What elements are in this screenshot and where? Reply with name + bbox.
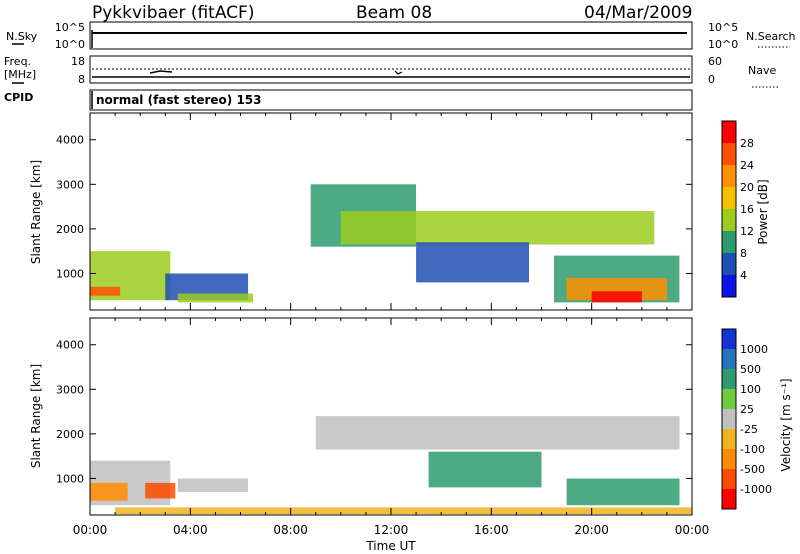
colorbar-tick-label: -1000 xyxy=(740,483,772,496)
velocity-ylabel: Slant Range [km] xyxy=(29,364,43,468)
scatter-region-6 xyxy=(428,451,542,488)
y-tick-label: 4000 xyxy=(56,339,84,352)
colorbar-swatch xyxy=(722,389,736,409)
colorbar-swatch xyxy=(722,489,736,509)
x-tick-label: 00:00 xyxy=(675,523,710,537)
freq-left-tick-bottom: 8 xyxy=(78,73,85,86)
noise-left-tick-bottom: 10^0 xyxy=(55,38,85,51)
colorbar-swatch xyxy=(722,469,736,489)
colorbar-swatch xyxy=(722,253,736,275)
beam-label: Beam 08 xyxy=(356,3,432,23)
velocity-axis: 4000 3000 2000 1000 xyxy=(56,318,693,515)
scatter-region-4 xyxy=(115,507,693,515)
x-tick-label: 08:00 xyxy=(273,523,308,537)
colorbar-tick-label: 100 xyxy=(740,383,761,396)
time-axis: 00:00 04:00 08:00 12:00 16:00 20:00 00:00 xyxy=(73,523,710,537)
power-scale-label: Power [dB] xyxy=(756,179,770,244)
colorbar-swatch xyxy=(722,275,736,297)
velocity-heatmap xyxy=(90,416,693,515)
colorbar-swatch xyxy=(722,165,736,187)
power-heatmap xyxy=(90,184,680,303)
noise-right-tick-bottom: 10^0 xyxy=(708,38,738,51)
y-tick-label: 4000 xyxy=(56,134,84,147)
scatter-region-5 xyxy=(340,211,655,245)
colorbar-tick-label: 20 xyxy=(740,181,754,194)
radar-title: Pykkvibaer (fitACF) xyxy=(92,3,254,23)
colorbar-swatch xyxy=(722,231,736,253)
colorbar-swatch xyxy=(722,369,736,389)
colorbar-tick-label: 500 xyxy=(740,363,761,376)
y-tick-label: 3000 xyxy=(56,383,84,396)
power-axis: 4000 3000 2000 1000 xyxy=(56,113,693,310)
colorbar-swatch xyxy=(722,409,736,429)
colorbar-tick-label: 8 xyxy=(740,247,747,260)
y-tick-label: 2000 xyxy=(56,223,84,236)
scatter-region-5 xyxy=(315,416,680,450)
noise-sky-label: N.Sky xyxy=(6,30,38,43)
colorbar-tick-label: -100 xyxy=(740,443,765,456)
colorbar-tick-label: 4 xyxy=(740,269,747,282)
colorbar-swatch xyxy=(722,187,736,209)
nave-right-tick-bottom: 0 xyxy=(708,73,715,86)
scatter-region-2 xyxy=(145,482,176,499)
scatter-region-7 xyxy=(566,478,680,506)
noise-right-tick-top: 10^5 xyxy=(708,21,738,34)
frequency-panel: Freq. [MHz] 18 8 60 0 Nave xyxy=(4,55,778,88)
y-tick-label: 1000 xyxy=(56,472,84,485)
colorbar-tick-label: 25 xyxy=(740,403,754,416)
noise-left-tick-top: 10^5 xyxy=(55,21,85,34)
x-tick-label: 16:00 xyxy=(474,523,509,537)
y-tick-label: 2000 xyxy=(56,428,84,441)
x-tick-label: 20:00 xyxy=(574,523,609,537)
cpid-mode: normal (fast stereo) 153 xyxy=(96,93,262,107)
velocity-scale-label: Velocity [m s⁻¹] xyxy=(779,378,793,471)
freq-left-tick-top: 18 xyxy=(71,55,85,68)
scatter-region-1 xyxy=(90,482,128,501)
scatter-region-3 xyxy=(177,478,248,492)
colorbar-swatch xyxy=(722,121,736,143)
colorbar-tick-label: -25 xyxy=(740,423,758,436)
x-tick-label: 00:00 xyxy=(73,523,108,537)
date-label: 04/Mar/2009 xyxy=(584,3,692,23)
y-tick-label: 3000 xyxy=(56,178,84,191)
cpid-label: CPID xyxy=(4,91,33,104)
colorbar-tick-label: 1000 xyxy=(740,343,768,356)
time-xlabel: Time UT xyxy=(365,539,416,553)
x-tick-label: 04:00 xyxy=(173,523,208,537)
noise-panel: N.Sky 10^5 10^0 10^5 10^0 N.Search xyxy=(6,21,796,51)
colorbar-tick-label: 16 xyxy=(740,203,754,216)
noise-search-label: N.Search xyxy=(746,30,796,43)
colorbar-frame xyxy=(721,328,737,510)
colorbar-tick-label: 28 xyxy=(740,137,754,150)
y-tick-label: 1000 xyxy=(56,267,84,280)
nave-right-tick-top: 60 xyxy=(708,55,722,68)
power-ylabel: Slant Range [km] xyxy=(29,160,43,264)
velocity-panel: 4000 3000 2000 1000 Slant Range [km] xyxy=(29,317,693,516)
scatter-region-6 xyxy=(416,242,529,283)
colorbar-swatch xyxy=(722,449,736,469)
colorbar-swatch xyxy=(722,329,736,349)
scatter-region-9 xyxy=(591,291,642,303)
freq-label: Freq. xyxy=(4,55,31,68)
colorbar-swatch xyxy=(722,209,736,231)
nave-label: Nave xyxy=(748,64,776,77)
colorbar-swatch xyxy=(722,429,736,449)
x-tick-label: 12:00 xyxy=(374,523,409,537)
colorbar-swatch xyxy=(722,143,736,165)
colorbar-tick-label: -500 xyxy=(740,463,765,476)
power-colorbar: 28 24 20 16 12 8 4 xyxy=(721,120,754,298)
velocity-colorbar: 1000 500 100 25 -25 -100 -500 -1000 xyxy=(721,328,772,510)
scatter-region-3 xyxy=(177,293,253,303)
colorbar-tick-label: 12 xyxy=(740,225,754,238)
scatter-region-1 xyxy=(90,286,121,296)
colorbar-tick-label: 24 xyxy=(740,159,754,172)
colorbar-swatch xyxy=(722,349,736,369)
colorbar-frame xyxy=(721,120,737,298)
freq-unit-label: [MHz] xyxy=(4,68,36,81)
power-panel: 4000 3000 2000 1000 Slant Range [km] xyxy=(29,112,693,311)
